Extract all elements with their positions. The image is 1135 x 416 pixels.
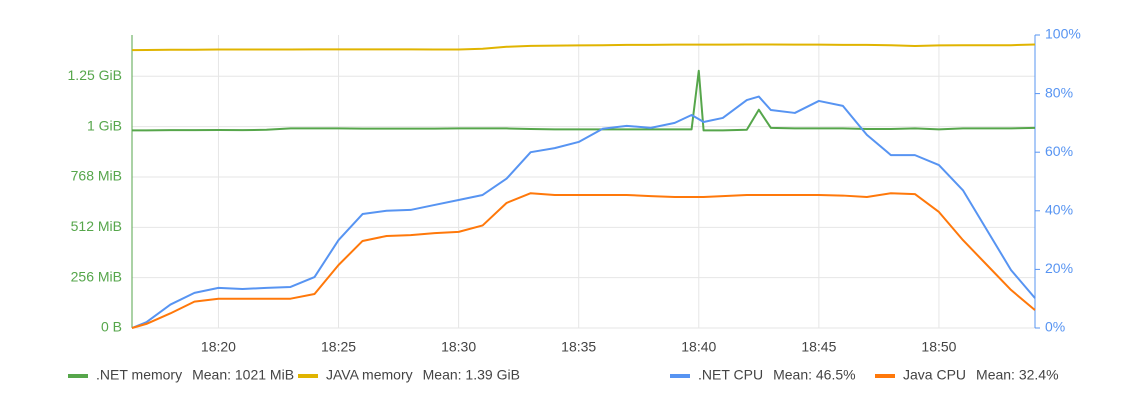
legend-mean: Mean: 1021 MiB	[192, 367, 294, 383]
x-tick-label: 18:20	[201, 339, 236, 355]
x-tick-label: 18:50	[921, 339, 956, 355]
y-tick-label: 1 GiB	[87, 117, 122, 133]
legend-label: .NET CPU	[698, 367, 763, 383]
y2-tick-label: 20%	[1045, 260, 1073, 276]
y-tick-label: 512 MiB	[71, 218, 122, 234]
legend-label: .NET memory	[96, 367, 182, 383]
y-tick-label: 1.25 GiB	[68, 67, 122, 83]
x-tick-label: 18:35	[561, 339, 596, 355]
y-tick-label: 256 MiB	[71, 268, 122, 284]
line	[131, 95, 1036, 329]
line	[131, 43, 1036, 52]
y2-tick-label: 0%	[1045, 319, 1065, 335]
x-tick-label: 18:40	[681, 339, 716, 355]
y2-tick-label: 60%	[1045, 143, 1073, 159]
legend-mean: Mean: 1.39 GiB	[423, 367, 520, 383]
y2-tick-label: 80%	[1045, 84, 1073, 100]
line	[131, 192, 1036, 329]
legend-mean: Mean: 46.5%	[773, 367, 856, 383]
y-tick-label: 768 MiB	[71, 168, 122, 184]
legend-mean: Mean: 32.4%	[976, 367, 1059, 383]
legend-label: Java CPU	[903, 367, 966, 383]
y2-tick-label: 100%	[1045, 26, 1081, 42]
x-tick-label: 18:25	[321, 339, 356, 355]
x-tick-label: 18:30	[441, 339, 476, 355]
line	[132, 69, 1036, 132]
y2-tick-label: 40%	[1045, 202, 1073, 218]
y-tick-label: 0 B	[101, 319, 122, 335]
x-tick-label: 18:45	[801, 339, 836, 355]
legend-label: JAVA memory	[326, 367, 413, 383]
